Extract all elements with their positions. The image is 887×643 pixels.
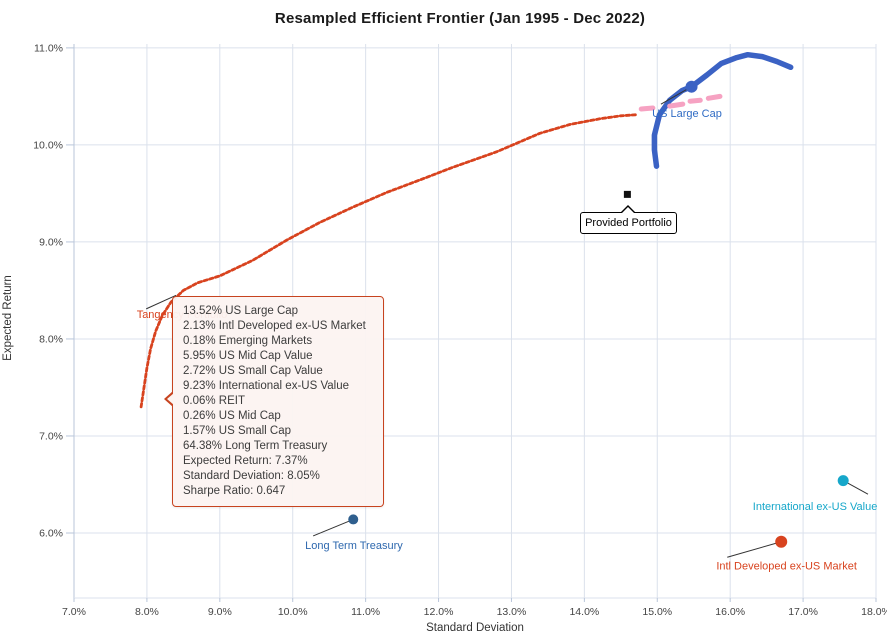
tooltip-line: 9.23% International ex-US Value	[183, 380, 349, 392]
international-ex-us-value-point[interactable]	[837, 475, 849, 487]
intl-developed-ex-us-market-annotation-line	[727, 541, 782, 558]
x-axis-tick-label: 9.0%	[208, 606, 232, 618]
tangency-portfolio-tooltip: 13.52% US Large Cap 2.13% Intl Developed …	[164, 296, 384, 507]
provided-portfolio-point[interactable]	[623, 190, 631, 198]
pink-dashed-segments	[687, 97, 703, 104]
pink-dashed-segments	[638, 105, 656, 112]
x-axis-tick-label: 16.0%	[715, 606, 745, 618]
x-axis-tick-label: 11.0%	[351, 606, 380, 618]
us-large-cap-label: US Large Cap	[652, 108, 722, 120]
x-axis-tick-label: 14.0%	[569, 606, 599, 618]
y-axis-tick-label: 6.0%	[39, 527, 63, 539]
pink-dashed-segments	[705, 93, 723, 101]
x-axis-tick-label: 17.0%	[788, 606, 818, 618]
intl-developed-ex-us-market-point[interactable]	[775, 535, 788, 548]
tooltip-line: 2.72% US Small Cap Value	[183, 365, 323, 377]
tooltip-line: 64.38% Long Term Treasury	[183, 440, 328, 452]
x-axis-tick-label: 18.0%	[861, 606, 887, 618]
us-large-cap-point[interactable]	[685, 80, 698, 93]
tooltip-line: Sharpe Ratio: 0.647	[183, 485, 286, 497]
x-axis-tick-label: 13.0%	[497, 606, 527, 618]
tooltip-line: 5.95% US Mid Cap Value	[183, 350, 313, 362]
y-axis-tick-label: 7.0%	[39, 430, 63, 442]
y-axis-tick-label: 11.0%	[34, 42, 63, 54]
provided-portfolio-callout: Provided Portfolio	[580, 205, 677, 234]
tooltip-line: 0.18% Emerging Markets	[183, 335, 313, 347]
chart-title: Resampled Efficient Frontier (Jan 1995 -…	[274, 10, 646, 27]
tangency-portfolio-annotation-line	[145, 294, 177, 310]
y-axis-tick-label: 8.0%	[39, 333, 63, 345]
tooltip-line: 13.52% US Large Cap	[183, 305, 299, 317]
intl-developed-ex-us-market-label: Intl Developed ex-US Market	[716, 560, 857, 572]
x-axis-tick-label: 8.0%	[135, 606, 159, 618]
x-axis-label: Standard Deviation	[426, 622, 524, 634]
tooltip-line: 1.57% US Small Cap	[183, 425, 292, 437]
x-axis-tick-label: 12.0%	[424, 606, 454, 618]
x-axis-tick-label: 10.0%	[278, 606, 308, 618]
long-term-treasury-point[interactable]	[348, 514, 359, 525]
tooltip-line: Expected Return: 7.37%	[183, 455, 308, 467]
international-ex-us-value-label: International ex-US Value	[753, 501, 878, 513]
long-term-treasury-label: Long Term Treasury	[305, 540, 403, 552]
us-large-cap-frontier-curve	[651, 51, 794, 169]
tooltip-line: 0.26% US Mid Cap	[183, 410, 281, 422]
tooltip-line: 2.13% Intl Developed ex-US Market	[183, 320, 366, 332]
resampled-efficient-frontier-curve	[139, 113, 637, 409]
tooltip-line: Standard Deviation: 8.05%	[183, 470, 320, 482]
pink-dashed-segments	[667, 101, 686, 109]
tooltip-line: 0.06% REIT	[183, 395, 245, 407]
long-term-treasury-annotation-line	[312, 518, 354, 537]
x-axis-tick-label: 15.0%	[642, 606, 672, 618]
x-axis-tick-label: 7.0%	[62, 606, 86, 618]
y-axis-tick-label: 9.0%	[39, 236, 63, 248]
y-axis-tick-label: 10.0%	[33, 139, 63, 151]
